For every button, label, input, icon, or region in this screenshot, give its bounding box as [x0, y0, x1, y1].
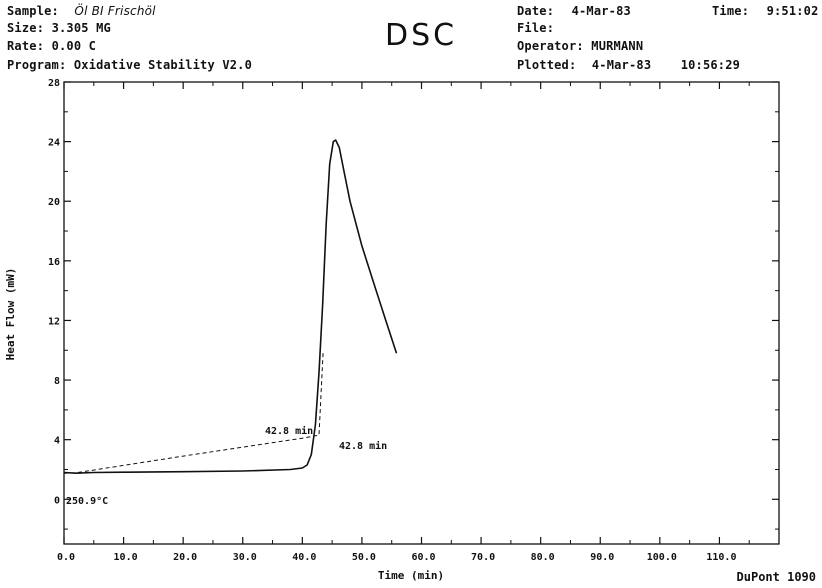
chart-title: DSC: [385, 18, 458, 53]
y-tick-label: 16: [48, 257, 60, 268]
size-value: 3.305 MG: [51, 21, 111, 35]
x-tick-label: 50.0: [352, 552, 376, 563]
time-label: Time:: [712, 4, 750, 18]
heat-flow-line: [63, 139, 398, 475]
axis-ticks: 0.0 10.0 20.0 30.0 40.0 50.0 60.0 70.0 80.0 90.0 1…: [48, 78, 779, 563]
y-tick-label: 8: [54, 376, 60, 387]
date-field: Date: 4-Mar-83: [517, 4, 631, 18]
file-field: File:: [517, 21, 554, 35]
data-series: [63, 139, 398, 475]
x-axis-label: Time (min): [378, 569, 444, 582]
date-value: 4-Mar-83: [571, 4, 631, 18]
y-tick-label: 24: [48, 138, 60, 149]
x-tick-label: 20.0: [173, 552, 197, 563]
x-tick-label: 60.0: [411, 552, 435, 563]
rate-field: Rate: 0.00 C: [7, 39, 96, 53]
x-tick-label: 30.0: [233, 552, 257, 563]
time-field: Time: 9:51:02: [712, 4, 819, 18]
file-label: File:: [517, 21, 555, 35]
annotation-temperature: 250.9°C: [66, 496, 108, 507]
y-tick-label: 20: [48, 197, 60, 208]
y-axis-label: Heat Flow (mW): [4, 268, 17, 361]
annotation-onset-dashed: 42.8 min: [265, 425, 313, 437]
x-tick-label: 0.0: [57, 552, 75, 563]
annotation-onset-solid: 42.8 min: [339, 440, 387, 452]
x-tick-label: 90.0: [590, 552, 614, 563]
sample-value: Öl BI Frischöl: [74, 4, 156, 18]
sample-field: Sample: Öl BI Frischöl: [7, 4, 156, 18]
time-value: 9:51:02: [766, 4, 819, 18]
rate-label: Rate:: [7, 39, 45, 53]
operator-field: Operator: MURMANN: [517, 39, 643, 53]
program-value: Oxidative Stability V2.0: [73, 58, 253, 72]
y-tick-label: 28: [48, 78, 60, 89]
operator-label: Operator:: [517, 39, 584, 53]
plotted-time: 10:56:29: [680, 58, 741, 72]
plotted-field: Plotted: 4-Mar-83 10:56:29: [517, 58, 740, 72]
plotted-label: Plotted:: [517, 58, 577, 72]
plotted-date: 4-Mar-83: [591, 58, 652, 72]
x-tick-label: 100.0: [647, 552, 677, 563]
x-tick-label: 70.0: [471, 552, 495, 563]
program-field: Program: Oxidative Stability V2.0: [7, 58, 252, 72]
x-tick-label: 10.0: [114, 552, 138, 563]
baseline-dashed-line: [63, 350, 324, 474]
y-tick-label: 12: [48, 316, 60, 327]
program-label: Program:: [7, 58, 67, 72]
x-tick-label: 110.0: [706, 552, 736, 563]
size-label: Size:: [7, 21, 45, 35]
y-tick-label: 0: [54, 495, 60, 506]
operator-value: MURMANN: [591, 39, 644, 53]
date-label: Date:: [517, 4, 555, 18]
instrument-label: DuPont 1090: [736, 570, 816, 584]
rate-value: 0.00 C: [51, 39, 97, 53]
x-tick-label: 40.0: [292, 552, 316, 563]
y-tick-label: 4: [54, 436, 60, 447]
plot-frame: [63, 81, 780, 545]
size-field: Size: 3.305 MG: [7, 21, 111, 35]
x-tick-label: 80.0: [531, 552, 555, 563]
sample-label: Sample:: [7, 4, 59, 18]
